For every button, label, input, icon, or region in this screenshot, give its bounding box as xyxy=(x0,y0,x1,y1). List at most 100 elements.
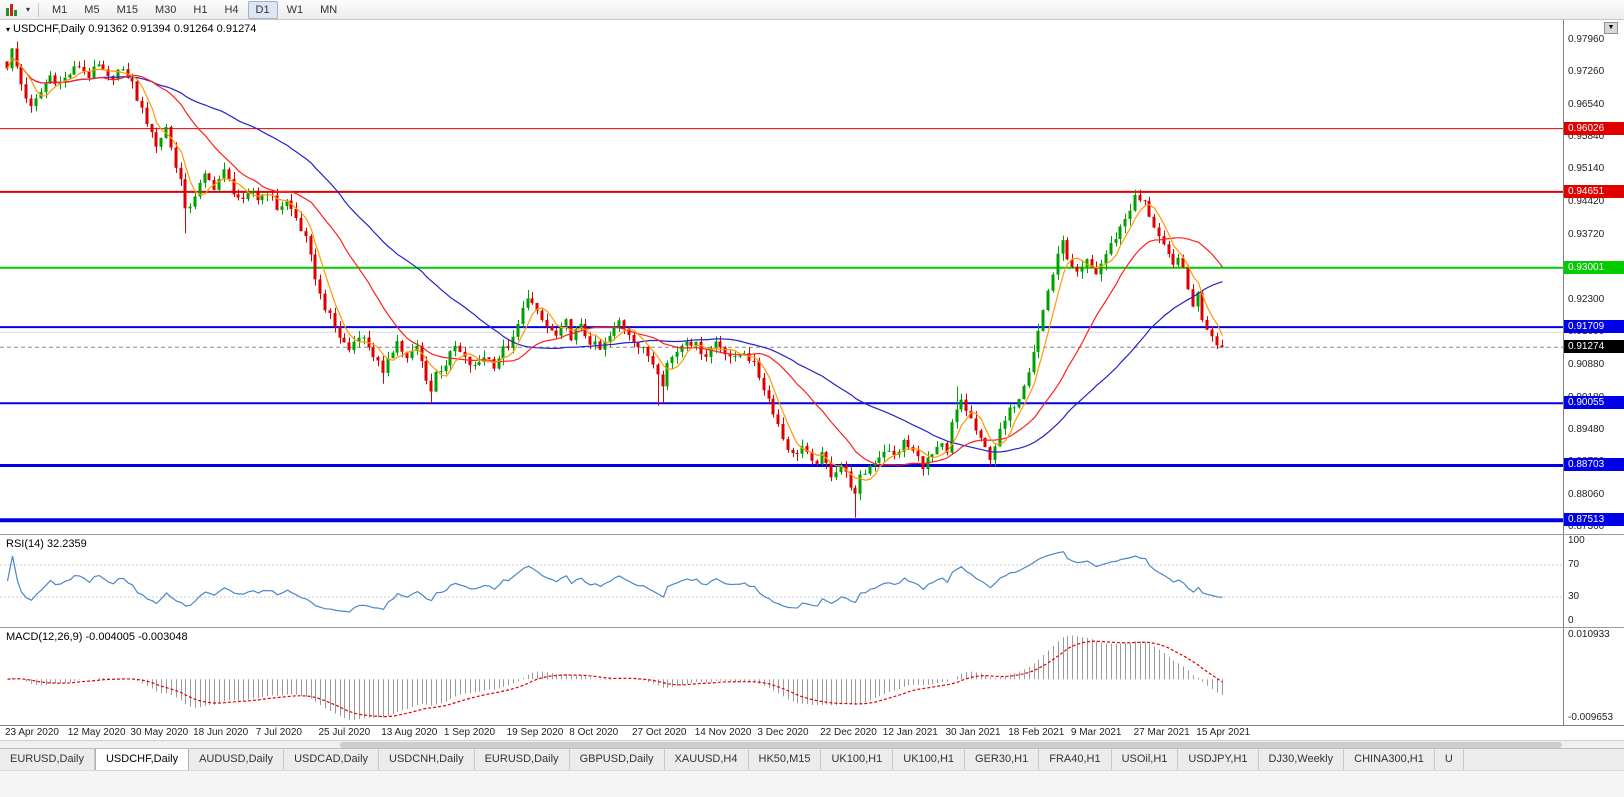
tf-button-mn[interactable]: MN xyxy=(320,3,338,16)
horizontal-scrollbar[interactable] xyxy=(0,740,1624,748)
rsi-axis[interactable]: 100 70 30 0 xyxy=(1563,535,1624,627)
scrollbar-thumb[interactable] xyxy=(340,742,1562,748)
price-axis-label: 0.88060 xyxy=(1568,489,1605,501)
macd-label: MACD(12,26,9) -0.004005 -0.003048 xyxy=(6,631,188,643)
tf-button-m15[interactable]: M15 xyxy=(116,3,138,16)
hline-price-box: 0.96026 xyxy=(1564,121,1624,135)
date-label: 22 Dec 2020 xyxy=(820,727,877,738)
tab-gbpusd-daily[interactable]: GBPUSD,Daily xyxy=(569,749,665,770)
toolbar-separator xyxy=(38,2,40,17)
date-label: 30 May 2020 xyxy=(130,727,189,738)
chart-type-icon[interactable] xyxy=(4,3,22,17)
date-label: 18 Feb 2021 xyxy=(1008,727,1065,738)
price-axis-label: 0.95840 xyxy=(1568,131,1605,143)
tf-button-w1[interactable]: W1 xyxy=(286,3,304,16)
date-label: 12 Jan 2021 xyxy=(882,727,938,738)
tab-eurusd-daily[interactable]: EURUSD,Daily xyxy=(0,749,95,770)
rsi-axis-label: 0 xyxy=(1568,615,1574,626)
price-axis-label: 0.87360 xyxy=(1568,521,1605,533)
tab-u[interactable]: U xyxy=(1434,749,1464,770)
symbol-tabbar: EURUSD,Daily USDCHF,Daily AUDUSD,Daily USDC… xyxy=(0,748,1624,770)
macd-svg[interactable] xyxy=(0,628,1563,725)
candlestick-plot[interactable]: ▾ USDCHF,Daily 0.91362 0.91394 0.91264 0.… xyxy=(0,20,1563,534)
macd-axis-label: 0.010933 xyxy=(1568,629,1610,640)
main-chart-svg[interactable] xyxy=(0,20,1563,534)
date-label: 14 Nov 2020 xyxy=(694,727,752,738)
hline-price-box: 0.91709 xyxy=(1564,320,1624,334)
tab-hk50-m15[interactable]: HK50,M15 xyxy=(748,749,822,770)
tf-button-m1[interactable]: M1 xyxy=(52,3,68,16)
price-axis-label: 0.94420 xyxy=(1568,196,1605,208)
date-label: 12 May 2020 xyxy=(67,727,126,738)
hline-price-box: 0.88703 xyxy=(1564,458,1624,472)
scroll-button[interactable]: ▼ xyxy=(1604,22,1618,34)
tab-usoil-h1[interactable]: USOil,H1 xyxy=(1111,749,1179,770)
rsi-plot[interactable]: RSI(14) 32.2359 xyxy=(0,535,1563,627)
macd-axis[interactable]: 0.010933 -0.009653 xyxy=(1563,628,1624,725)
date-label: 27 Mar 2021 xyxy=(1133,727,1190,738)
panel-separator[interactable] xyxy=(0,627,1624,628)
tf-button-d1[interactable]: D1 xyxy=(247,0,278,19)
date-label: 9 Mar 2021 xyxy=(1070,727,1122,738)
tab-ger30-h1[interactable]: GER30,H1 xyxy=(965,749,1040,770)
tf-button-h4[interactable]: H4 xyxy=(224,3,239,16)
date-label: 8 Oct 2020 xyxy=(569,727,619,738)
price-axis-label: 0.97260 xyxy=(1568,65,1605,77)
date-label: 13 Aug 2020 xyxy=(381,727,438,738)
tab-uk100-h1[interactable]: UK100,H1 xyxy=(821,749,894,770)
date-label: 30 Jan 2021 xyxy=(945,727,1001,738)
dropdown-caret-icon[interactable]: ▾ xyxy=(26,5,31,14)
hline-price-box: 0.87513 xyxy=(1564,513,1624,527)
macd-name: MACD(12,26,9) xyxy=(6,631,83,643)
tab-china300-h1[interactable]: CHINA300,H1 xyxy=(1344,749,1435,770)
rsi-axis-label: 100 xyxy=(1568,535,1585,546)
price-axis-label: 0.97960 xyxy=(1568,33,1605,45)
tf-button-h1[interactable]: H1 xyxy=(193,3,208,16)
status-bar xyxy=(0,770,1624,797)
tab-usdcad-daily[interactable]: USDCAD,Daily xyxy=(284,749,380,770)
date-label: 7 Jul 2020 xyxy=(255,727,302,738)
date-axis[interactable]: 23 Apr 2020 12 May 2020 30 May 2020 18 Jun … xyxy=(0,725,1624,740)
rsi-panel: RSI(14) 32.2359 100 70 30 0 xyxy=(0,535,1624,627)
tab-uk100-h1[interactable]: UK100,H1 xyxy=(893,749,966,770)
date-label: 23 Apr 2020 xyxy=(5,727,59,738)
chart-title: ▾ USDCHF,Daily 0.91362 0.91394 0.91264 0.… xyxy=(6,23,256,35)
panel-separator[interactable] xyxy=(0,534,1624,535)
date-label: 27 Oct 2020 xyxy=(632,727,687,738)
macd-axis-label: -0.009653 xyxy=(1568,712,1614,723)
price-axis-label: 0.93720 xyxy=(1568,228,1605,240)
chart-symbol-title: USDCHF,Daily xyxy=(13,23,86,35)
tab-usdjpy-h1[interactable]: USDJPY,H1 xyxy=(1178,749,1259,770)
tab-fra40-h1[interactable]: FRA40,H1 xyxy=(1039,749,1112,770)
price-axis[interactable]: ▼ 0.97960 0.97260 0.96540 0.95840 0.95140 0.9… xyxy=(1563,20,1624,534)
rsi-axis-label: 70 xyxy=(1568,559,1580,570)
macd-values: -0.004005 -0.003048 xyxy=(85,631,188,643)
date-label: 1 Sep 2020 xyxy=(443,727,496,738)
macd-plot[interactable]: MACD(12,26,9) -0.004005 -0.003048 xyxy=(0,628,1563,725)
timeframe-buttons: M1 M5 M15 M30 H1 H4 D1 W1 MN xyxy=(44,0,345,19)
tab-usdcnh-daily[interactable]: USDCNH,Daily xyxy=(379,749,475,770)
price-axis-label: 0.90880 xyxy=(1568,359,1605,371)
date-label: 19 Sep 2020 xyxy=(506,727,564,738)
price-axis-label: 0.89480 xyxy=(1568,423,1605,435)
date-label: 25 Jul 2020 xyxy=(318,727,371,738)
main-chart-panel: ▾ USDCHF,Daily 0.91362 0.91394 0.91264 0.… xyxy=(0,20,1624,534)
rsi-value: 32.2359 xyxy=(46,538,87,550)
symbol-dropdown-icon[interactable]: ▾ xyxy=(6,25,11,34)
tf-button-m30[interactable]: M30 xyxy=(154,3,177,16)
date-label: 3 Dec 2020 xyxy=(757,727,809,738)
macd-panel: MACD(12,26,9) -0.004005 -0.003048 0.0109… xyxy=(0,628,1624,725)
tab-usdchf-daily[interactable]: USDCHF,Daily xyxy=(94,749,190,770)
rsi-name: RSI(14) xyxy=(6,538,44,550)
tf-button-m5[interactable]: M5 xyxy=(84,3,100,16)
rsi-svg[interactable] xyxy=(0,535,1563,627)
hline-price-box: 0.94651 xyxy=(1564,184,1624,198)
tab-audusd-daily[interactable]: AUDUSD,Daily xyxy=(189,749,285,770)
tab-xauusd-h4[interactable]: XAUUSD,H4 xyxy=(664,749,749,770)
current-price-box: 0.91274 xyxy=(1564,340,1624,354)
tab-eurusd-daily[interactable]: EURUSD,Daily xyxy=(474,749,570,770)
tab-dj30-weekly[interactable]: DJ30,Weekly xyxy=(1258,749,1345,770)
timeframe-toolbar: ▾ M1 M5 M15 M30 H1 H4 D1 W1 MN xyxy=(0,0,1624,20)
hline-price-box: 0.93001 xyxy=(1564,260,1624,274)
price-axis-label: 0.96540 xyxy=(1568,98,1605,110)
